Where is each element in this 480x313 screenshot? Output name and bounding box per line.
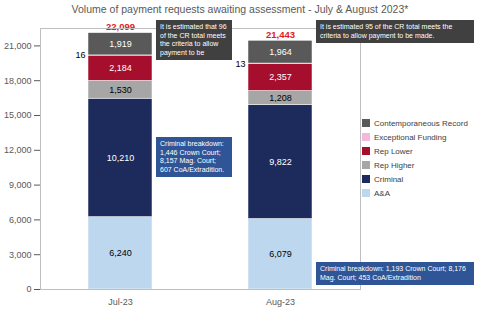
svg-text:1,208: 1,208 — [269, 93, 292, 103]
svg-text:2,357: 2,357 — [269, 72, 292, 82]
svg-text:0: 0 — [26, 284, 31, 294]
html-text:Criminal breakdown: 1,193 Crow: Criminal breakdown: 1,193 Crown Court; 8… — [320, 265, 466, 281]
svg-text:6,000: 6,000 — [9, 215, 32, 225]
svg-text:Jul-23: Jul-23 — [108, 297, 133, 307]
html-text:Criminal: Criminal — [374, 174, 404, 184]
svg-text:21,443: 21,443 — [266, 29, 295, 40]
svg-text:22,099: 22,099 — [106, 21, 135, 32]
svg-text:21,000: 21,000 — [4, 41, 32, 51]
svg-text:16: 16 — [75, 50, 85, 60]
svg-text:9,000: 9,000 — [9, 180, 32, 190]
svg-text:10,210: 10,210 — [107, 153, 135, 163]
html-text:It is estimated 95 of the CR t: It is estimated 95 of the CR total meets… — [320, 23, 453, 39]
svg-text:6,240: 6,240 — [109, 248, 132, 258]
html-text:A&A: A&A — [374, 188, 390, 198]
svg-text:Aug-23: Aug-23 — [266, 297, 295, 307]
html-text:Rep Lower: Rep Lower — [374, 146, 413, 156]
svg-text:13: 13 — [235, 58, 245, 68]
svg-text:6,079: 6,079 — [269, 249, 292, 259]
html-text:Criminal breakdown: 1,446 Crow: Criminal breakdown: 1,446 Crown Court; 8… — [160, 140, 225, 173]
svg-text:1,530: 1,530 — [109, 85, 132, 95]
svg-text:12,000: 12,000 — [4, 145, 32, 155]
html-text:Contemporaneous Record: Contemporaneous Record — [374, 118, 468, 128]
html-text:Volume of payment requests awa: Volume of payment requests awaiting asse… — [71, 3, 409, 15]
svg-text:1,919: 1,919 — [109, 39, 132, 49]
svg-text:3,000: 3,000 — [9, 250, 32, 260]
svg-text:15,000: 15,000 — [4, 110, 32, 120]
svg-text:2,184: 2,184 — [109, 63, 132, 73]
svg-text:18,000: 18,000 — [4, 76, 32, 86]
svg-text:9,822: 9,822 — [269, 157, 292, 167]
html-text:Exceptional Funding: Exceptional Funding — [374, 132, 447, 142]
html-text:It is estimated that 96 of the: It is estimated that 96 of the CR total … — [160, 23, 227, 56]
html-text:Rep Higher: Rep Higher — [374, 160, 415, 170]
svg-text:1,964: 1,964 — [269, 47, 292, 57]
